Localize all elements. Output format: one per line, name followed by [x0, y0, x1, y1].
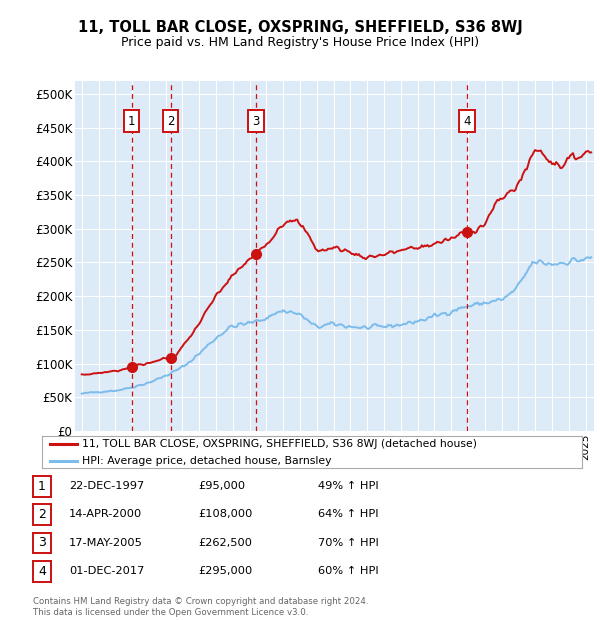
- Text: 17-MAY-2005: 17-MAY-2005: [69, 538, 143, 548]
- Text: £262,500: £262,500: [198, 538, 252, 548]
- Text: 1: 1: [128, 115, 136, 128]
- Text: 64% ↑ HPI: 64% ↑ HPI: [318, 509, 379, 520]
- Text: £295,000: £295,000: [198, 566, 252, 577]
- Text: £95,000: £95,000: [198, 481, 245, 492]
- Text: 70% ↑ HPI: 70% ↑ HPI: [318, 538, 379, 548]
- Text: £108,000: £108,000: [198, 509, 253, 520]
- Text: Price paid vs. HM Land Registry's House Price Index (HPI): Price paid vs. HM Land Registry's House …: [121, 36, 479, 49]
- Text: HPI: Average price, detached house, Barnsley: HPI: Average price, detached house, Barn…: [83, 456, 332, 466]
- Text: 01-DEC-2017: 01-DEC-2017: [69, 566, 145, 577]
- Text: 3: 3: [38, 536, 46, 549]
- Text: 3: 3: [253, 115, 260, 128]
- Text: 2: 2: [167, 115, 175, 128]
- Text: 4: 4: [463, 115, 470, 128]
- Text: 14-APR-2000: 14-APR-2000: [69, 509, 142, 520]
- Text: 11, TOLL BAR CLOSE, OXSPRING, SHEFFIELD, S36 8WJ: 11, TOLL BAR CLOSE, OXSPRING, SHEFFIELD,…: [77, 20, 523, 35]
- Text: 11, TOLL BAR CLOSE, OXSPRING, SHEFFIELD, S36 8WJ (detached house): 11, TOLL BAR CLOSE, OXSPRING, SHEFFIELD,…: [83, 439, 478, 449]
- Text: 22-DEC-1997: 22-DEC-1997: [69, 481, 144, 492]
- Text: 4: 4: [38, 565, 46, 578]
- Text: Contains HM Land Registry data © Crown copyright and database right 2024.
This d: Contains HM Land Registry data © Crown c…: [33, 598, 368, 617]
- Text: 1: 1: [38, 480, 46, 493]
- Text: 60% ↑ HPI: 60% ↑ HPI: [318, 566, 379, 577]
- Text: 2: 2: [38, 508, 46, 521]
- Text: 49% ↑ HPI: 49% ↑ HPI: [318, 481, 379, 492]
